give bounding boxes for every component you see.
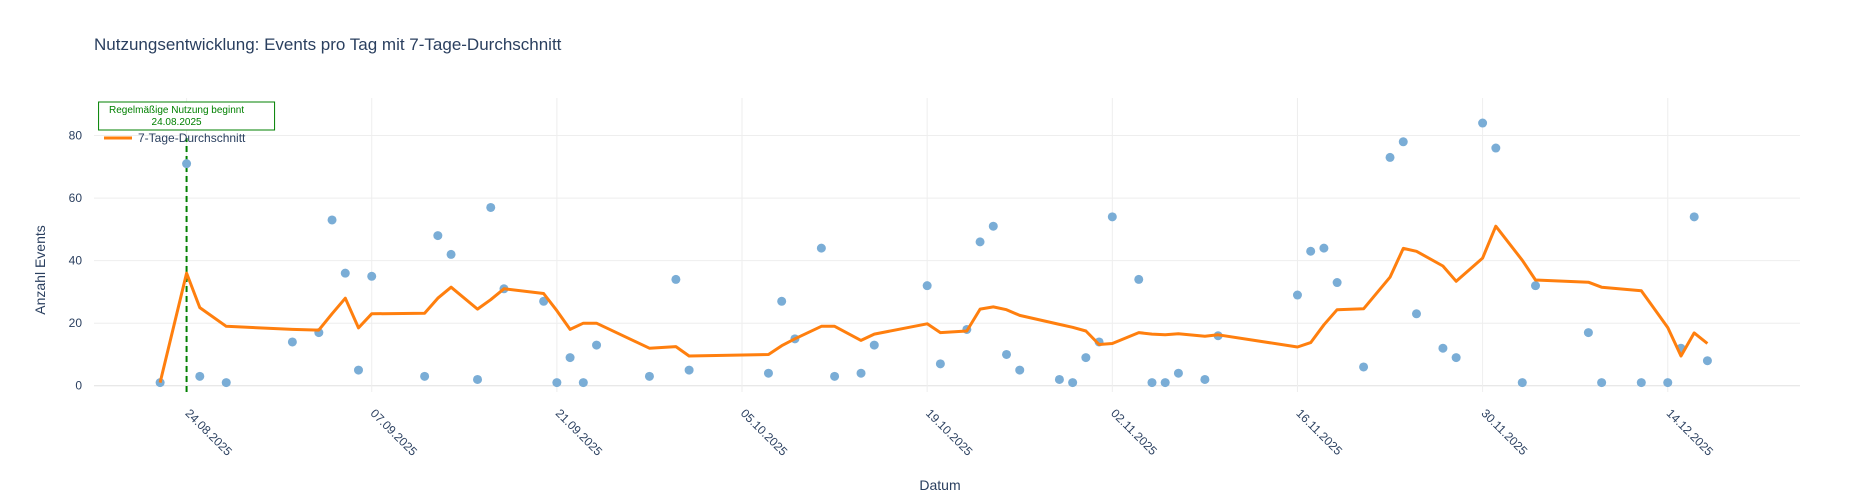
x-tick-label: 07.09.2025 <box>368 406 421 459</box>
data-point <box>1491 143 1501 153</box>
data-point <box>473 374 483 384</box>
data-point <box>221 378 231 388</box>
data-point <box>856 368 866 378</box>
data-point <box>287 337 297 347</box>
data-point <box>1663 378 1673 388</box>
x-tick-label: 24.08.2025 <box>182 406 235 459</box>
data-point <box>1200 374 1210 384</box>
data-point <box>1173 368 1183 378</box>
data-point <box>1451 353 1461 363</box>
x-tick-label: 16.11.2025 <box>1293 406 1345 458</box>
data-point <box>869 340 879 350</box>
data-point <box>1319 243 1329 253</box>
x-axis-title: Datum <box>919 477 960 493</box>
y-axis-title: Anzahl Events <box>32 225 48 315</box>
y-tick-label: 40 <box>69 254 83 268</box>
data-point <box>1081 353 1091 363</box>
data-point <box>1531 281 1541 291</box>
data-point <box>446 249 456 259</box>
y-tick-label: 60 <box>69 191 83 205</box>
avg-line <box>158 224 1709 383</box>
data-point <box>1411 309 1421 319</box>
data-point <box>684 365 694 375</box>
annotation-box <box>98 101 276 131</box>
data-point <box>367 271 377 281</box>
data-point <box>1398 137 1408 147</box>
data-point <box>671 274 681 284</box>
data-point <box>1597 378 1607 388</box>
data-point <box>539 296 549 306</box>
legend[interactable]: 7-Tage-Durchschnitt <box>104 131 246 145</box>
data-point <box>1160 378 1170 388</box>
data-point <box>1636 378 1646 388</box>
data-point <box>1702 356 1712 366</box>
data-point <box>830 371 840 381</box>
data-point <box>353 365 363 375</box>
annotation-title: Regelmäßige Nutzung beginnt <box>109 105 244 116</box>
y-tick-label: 80 <box>69 129 83 143</box>
data-point <box>486 202 496 212</box>
data-point <box>182 159 192 169</box>
data-point <box>1385 152 1395 162</box>
data-point <box>988 221 998 231</box>
data-point <box>1583 328 1593 338</box>
data-point <box>1068 378 1078 388</box>
x-tick-label: 19.10.2025 <box>923 406 976 459</box>
data-point <box>763 368 773 378</box>
data-point <box>975 237 985 247</box>
x-tick-label: 30.11.2025 <box>1478 406 1530 458</box>
data-point <box>935 359 945 369</box>
data-point <box>1054 374 1064 384</box>
y-tick-label: 0 <box>75 379 82 393</box>
data-point <box>1107 212 1117 222</box>
data-point <box>1438 343 1448 353</box>
data-point <box>592 340 602 350</box>
data-point <box>433 231 443 241</box>
data-point <box>1689 212 1699 222</box>
data-point <box>340 268 350 278</box>
series-layer <box>155 118 1712 388</box>
data-point <box>420 371 430 381</box>
data-point <box>327 215 337 225</box>
data-point <box>777 296 787 306</box>
data-point <box>1002 349 1012 359</box>
data-point <box>1332 278 1342 288</box>
data-point <box>552 378 562 388</box>
data-point <box>195 371 205 381</box>
x-tick-label: 05.10.2025 <box>738 406 791 459</box>
data-point <box>578 378 588 388</box>
data-point <box>1306 246 1316 256</box>
y-tick-label: 20 <box>69 316 83 330</box>
x-tick-label: 02.11.2025 <box>1108 406 1160 458</box>
data-point <box>1292 290 1302 300</box>
data-point <box>816 243 826 253</box>
data-point <box>644 371 654 381</box>
x-tick-label: 14.12.2025 <box>1664 406 1717 459</box>
data-point <box>155 378 165 388</box>
ticks-layer: 0 20 40 60 80 24.08.2025 07.09.2025 21.09.2025 0… <box>69 129 1717 459</box>
data-point <box>1359 362 1369 372</box>
data-point <box>565 353 575 363</box>
grid-layer <box>94 98 1800 392</box>
annotation-date: 24.08.2025 <box>152 117 202 128</box>
data-point <box>1015 365 1025 375</box>
data-point <box>922 281 932 291</box>
legend-label: 7-Tage-Durchschnitt <box>138 131 246 145</box>
data-point <box>1147 378 1157 388</box>
data-point <box>1134 274 1144 284</box>
chart-title: Nutzungsentwicklung: Events pro Tag mit … <box>94 35 562 54</box>
data-point <box>1517 378 1527 388</box>
x-tick-label: 21.09.2025 <box>553 406 606 459</box>
data-point <box>1478 118 1488 128</box>
